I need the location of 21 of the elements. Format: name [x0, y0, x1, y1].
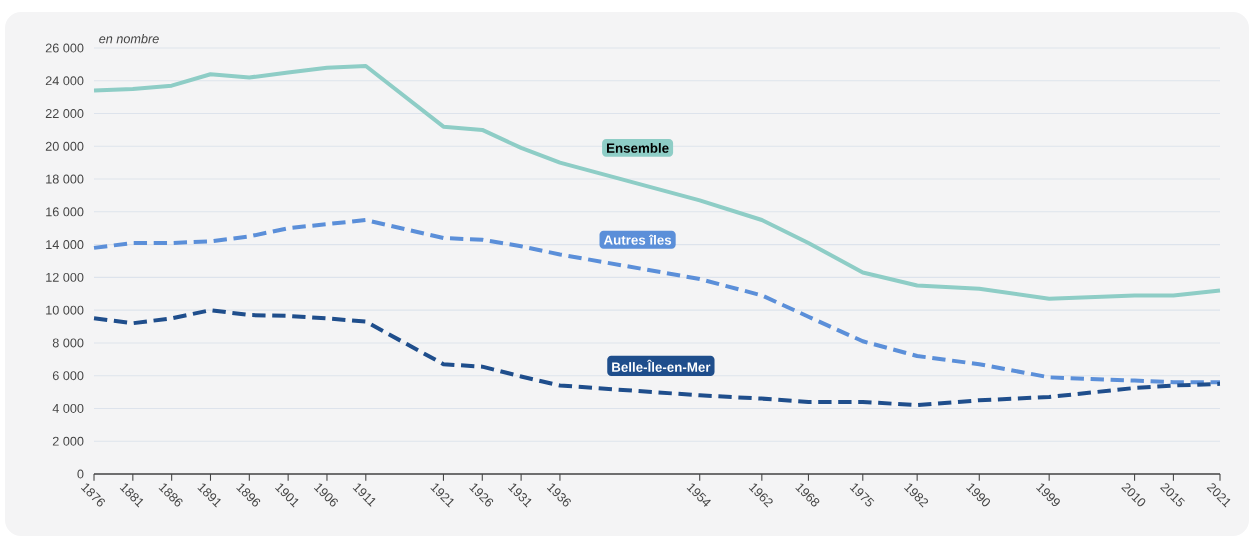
y-tick-label: 6 000 [52, 371, 84, 381]
y-tick-label: 20 000 [45, 141, 84, 151]
series-label: Autres îles [603, 234, 672, 245]
y-tick-label: 16 000 [46, 207, 84, 217]
y-axis-title: en nombre [99, 33, 159, 44]
y-tick-label: 12 000 [46, 272, 84, 282]
line-series [92, 308, 1222, 408]
y-tick-label: 2 000 [52, 436, 84, 446]
line-series [92, 218, 1222, 385]
y-tick-label: 22 000 [45, 109, 84, 119]
y-tick-label: 24 000 [45, 76, 84, 86]
y-tick-label: 14 000 [46, 240, 84, 250]
series-label: Ensemble [606, 143, 669, 153]
y-tick-label: 18 000 [46, 174, 84, 184]
y-tick-label: 10 000 [46, 305, 84, 315]
y-tick-label: 26 000 [45, 43, 84, 53]
line-series [92, 64, 1222, 301]
y-tick-label: 8 000 [52, 338, 84, 348]
series-label: Belle-Île-en-Mer [612, 359, 711, 372]
y-tick-label: 0 [77, 469, 84, 479]
y-tick-label: 4 000 [52, 403, 84, 413]
